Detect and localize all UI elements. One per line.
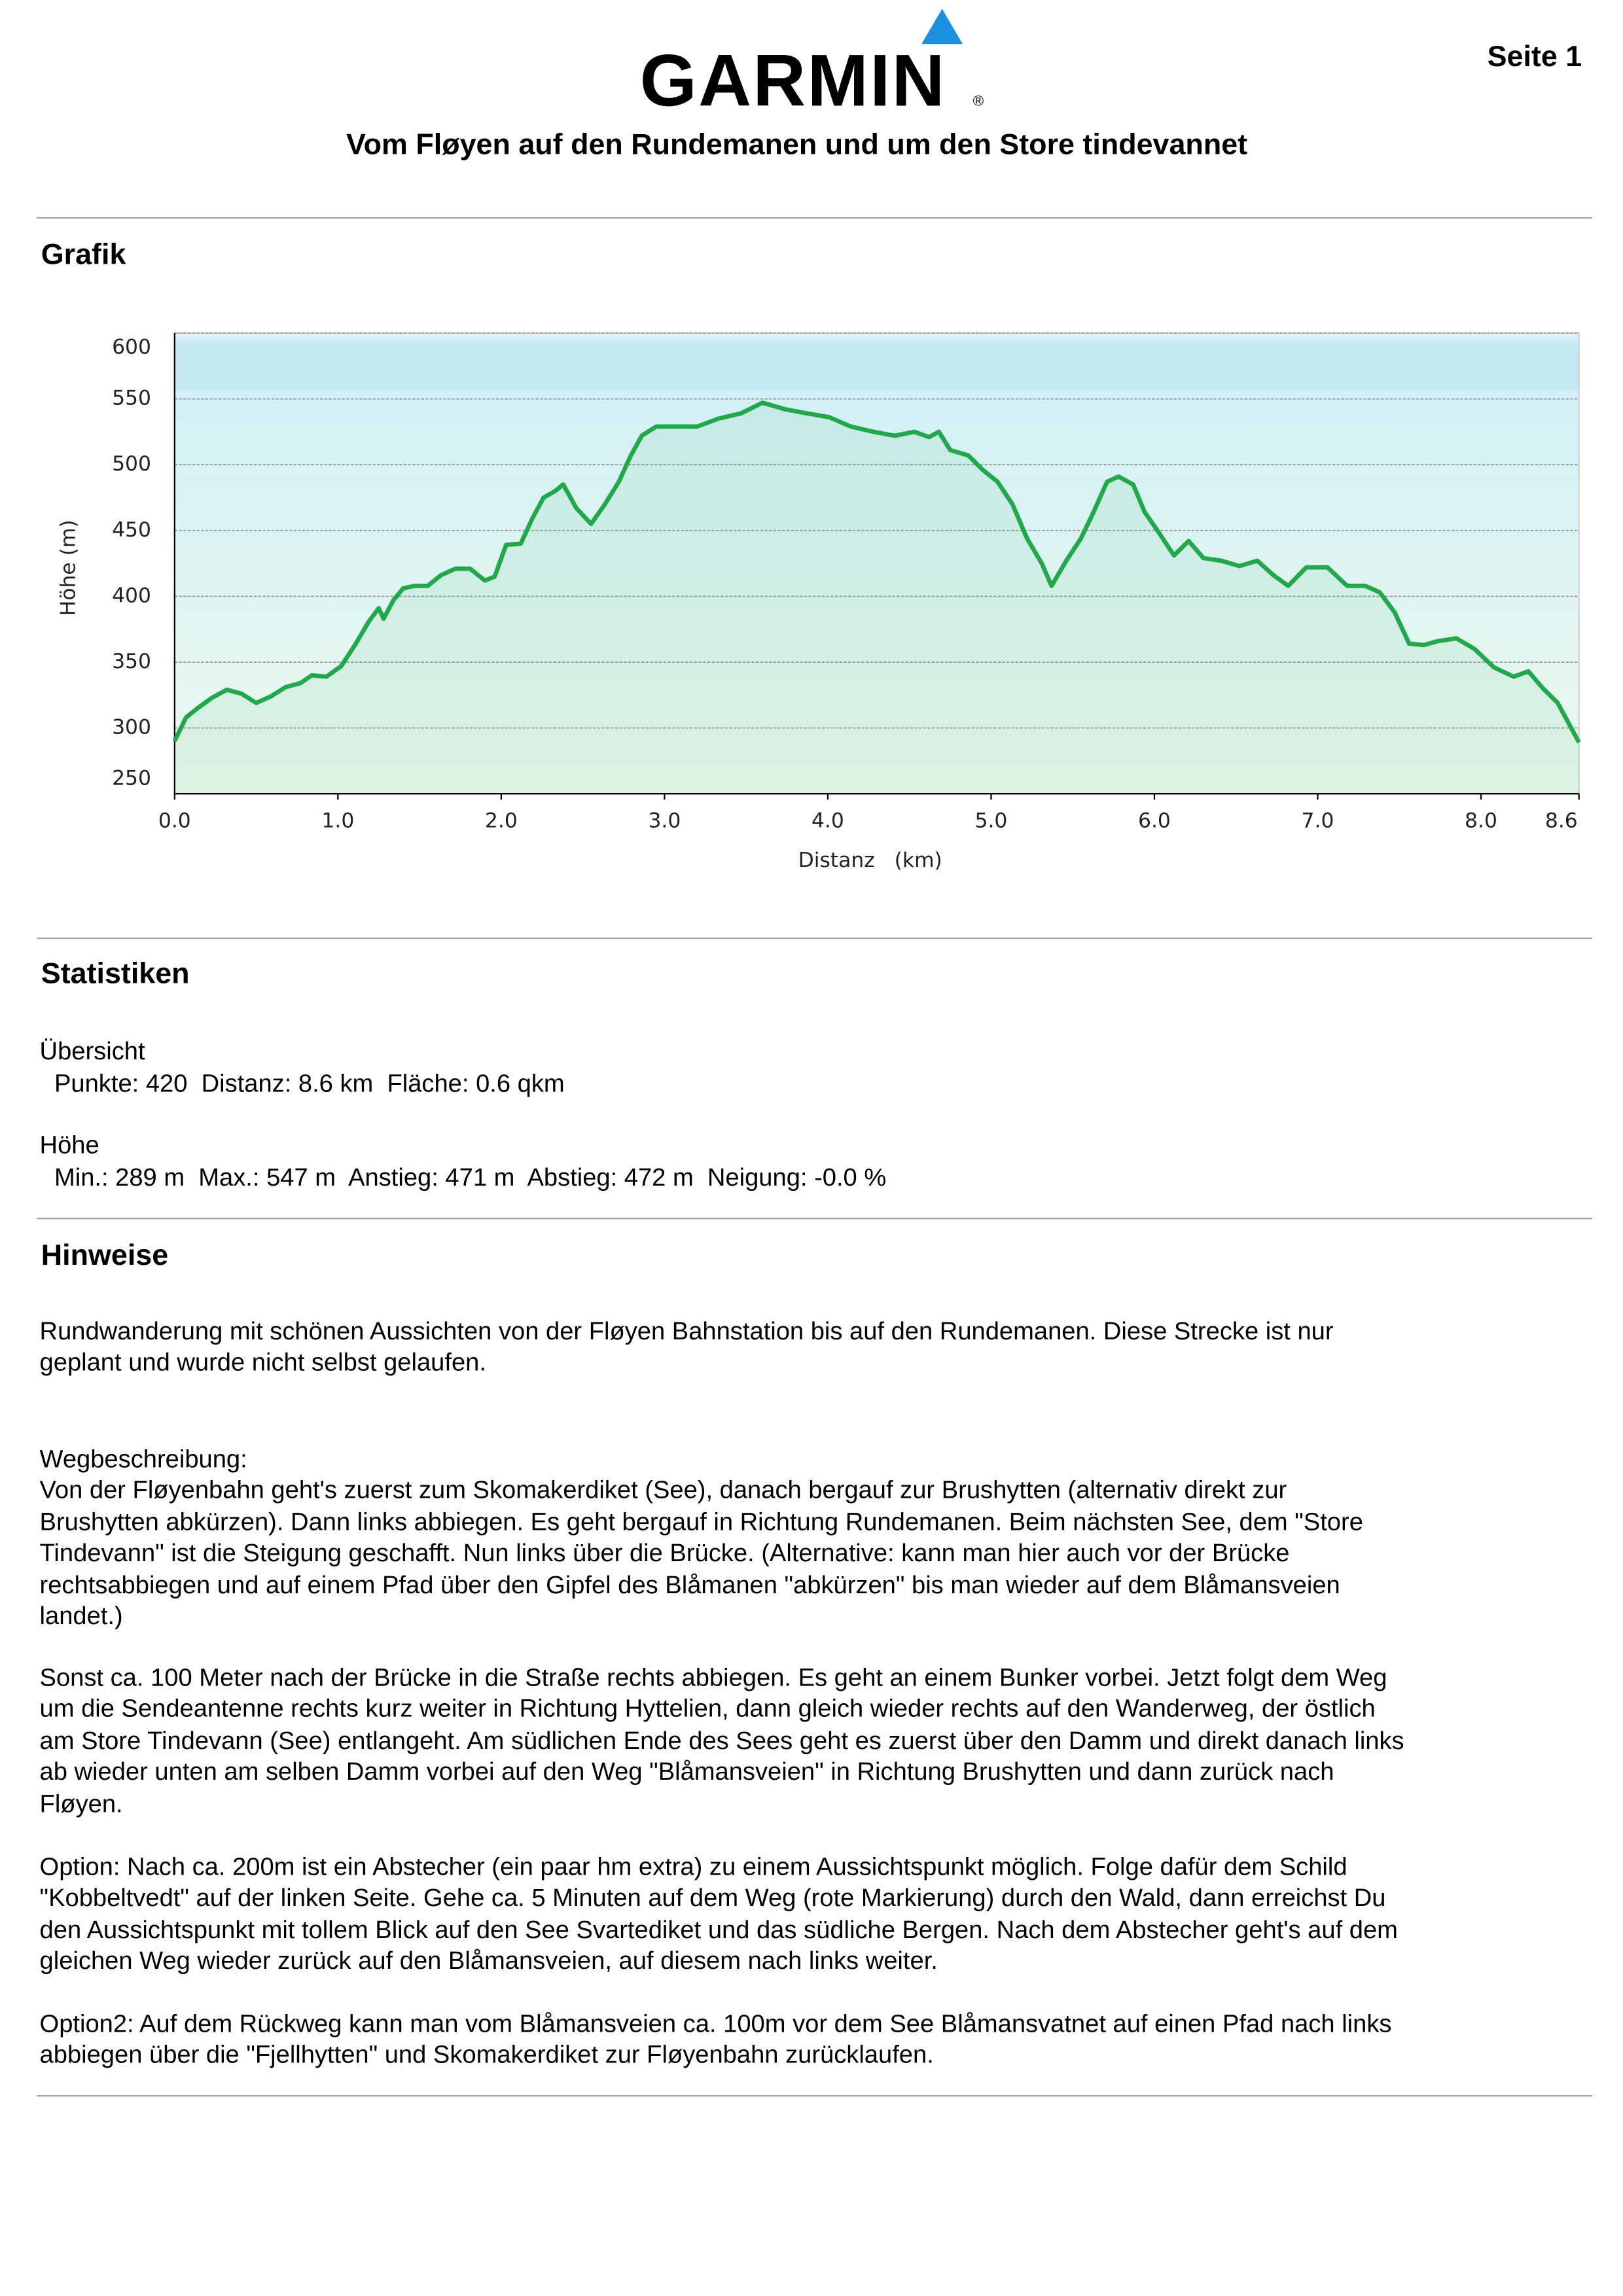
y-tick-label: 600	[112, 335, 151, 359]
x-tick-label: 6.0	[1138, 809, 1171, 833]
note-line: um die Sendeantenne rechts kurz weiter i…	[39, 1695, 1376, 1723]
area	[174, 402, 1579, 794]
note-line: Fløyen.	[39, 1789, 123, 1818]
stat-line: Min.: 289 m Max.: 547 m Anstieg: 471 m A…	[54, 1163, 887, 1192]
y-tick-label: 500	[112, 452, 151, 476]
section-heading: Hinweise	[41, 1239, 169, 1273]
line	[172, 400, 1581, 744]
note-line: landet.)	[39, 1602, 123, 1631]
note-line: Brushytten abkürzen). Dann links abbiege…	[39, 1508, 1363, 1536]
stat-title: Höhe	[39, 1131, 99, 1159]
x-tick-label: 5.0	[974, 809, 1007, 833]
x-tick-label: 3.0	[648, 809, 681, 833]
x-tick-label: 0.0	[158, 809, 191, 833]
stat-title: Übersicht	[39, 1037, 145, 1065]
y-tick-label: 450	[112, 518, 151, 542]
note-line: Von der Fløyenbahn geht's zuerst zum Sko…	[39, 1476, 1287, 1505]
plot-area	[173, 332, 1580, 795]
note-line: Option: Nach ca. 200m ist ein Abstecher …	[39, 1853, 1347, 1881]
stat-line: Punkte: 420 Distanz: 8.6 km Fläche: 0.6 …	[54, 1069, 565, 1098]
x-axis-label: Distanz (km)	[798, 849, 942, 872]
document-title: Vom Fløyen auf den Rundemanen und um den…	[346, 129, 1248, 162]
divider	[37, 1218, 1592, 1220]
note-line: geplant und wurde nicht selbst gelaufen.	[39, 1349, 486, 1377]
logo-triangle	[921, 9, 963, 44]
section-heading: Grafik	[41, 239, 126, 272]
x-tick-label: 8.0	[1465, 809, 1497, 833]
note-line: ab wieder unten am selben Damm vorbei au…	[39, 1757, 1334, 1786]
y-tick-label: 300	[112, 716, 151, 739]
note-line: Sonst ca. 100 Meter nach der Brücke in d…	[39, 1663, 1387, 1692]
x-tick-label: 7.0	[1302, 809, 1334, 833]
note-line: Wegbeschreibung:	[39, 1445, 247, 1474]
page-number: Seite 1	[1487, 41, 1582, 74]
x-tick-label: 8.6	[1545, 809, 1578, 833]
divider	[37, 217, 1592, 219]
divider	[37, 2095, 1592, 2097]
note-line: gleichen Weg wieder zurück auf den Blåma…	[39, 1947, 938, 1975]
note-line: abbiegen über die "Fjellhytten" und Skom…	[39, 2041, 934, 2070]
note-line: Rundwanderung mit schönen Aussichten von…	[39, 1317, 1334, 1346]
y-axis-label: Höhe (m)	[56, 520, 80, 616]
x-tick-label: 4.0	[812, 809, 844, 833]
note-line: am Store Tindevann (See) entlangeht. Am …	[39, 1726, 1404, 1755]
y-tick-label: 350	[112, 650, 151, 673]
x-tick-label: 1.0	[321, 809, 354, 833]
note-line: rechtsabbiegen und auf einem Pfad über d…	[39, 1570, 1340, 1599]
y-tick-label: 550	[112, 387, 151, 410]
logo: GARMIN	[639, 39, 946, 122]
note-line: Tindevann" ist die Steigung geschafft. N…	[39, 1539, 1290, 1568]
y-tick-label: 250	[112, 767, 151, 790]
logo-mark: ®	[972, 94, 984, 111]
section-heading: Statistiken	[41, 958, 190, 991]
note-line: "Kobbeltvedt" auf der linken Seite. Gehe…	[39, 1884, 1386, 1913]
chart: 250 300 350 400 450 500 550 600 0.0 1.0 2.0 3.0 4.0 5…	[56, 332, 1581, 872]
note-line: den Aussichtspunkt mit tollem Blick auf …	[39, 1916, 1398, 1944]
x-tick-label: 2.0	[485, 809, 518, 833]
note-line: Option2: Auf dem Rückweg kann man vom Bl…	[39, 2009, 1392, 2038]
divider	[37, 937, 1592, 940]
y-tick-label: 400	[112, 584, 151, 607]
